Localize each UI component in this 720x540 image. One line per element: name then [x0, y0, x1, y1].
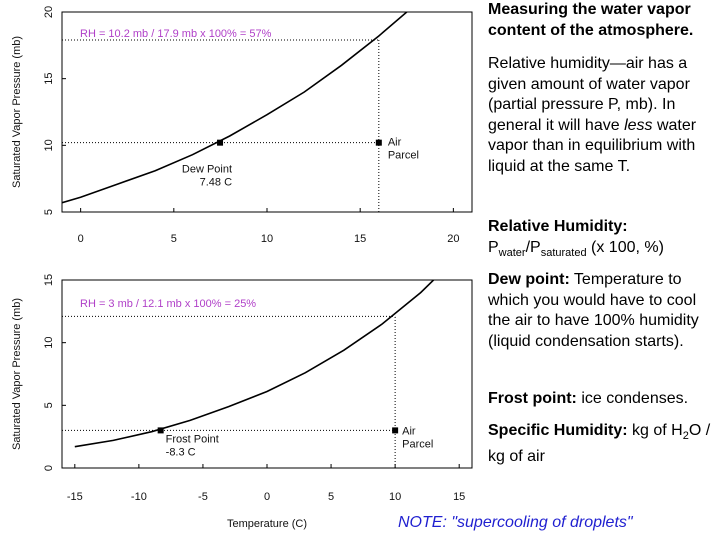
rh-slash: /P: [525, 238, 541, 256]
bottom-chart-svg: 0 5 10 15 -15 -10 -5 0 5 10 15 Saturated Vapor Pres…: [11, 274, 473, 530]
top-xtick-label-2: 10: [261, 233, 273, 245]
bottom-marker-0: [157, 427, 164, 434]
intro-before: Relative humidity—air has a given amount…: [488, 55, 690, 134]
bottom-xtick-label-6: 15: [453, 491, 465, 503]
bottom-marker-0-label-1: -8.3 C: [166, 446, 196, 458]
top-marker-1-label-1: Parcel: [388, 150, 419, 162]
frost-point-definition: Frost point: ice condenses.: [488, 389, 720, 410]
top-ytick-label-2: 15: [43, 73, 55, 85]
specific-text: kg of H: [627, 422, 683, 439]
rh-term: Relative Humidity:: [488, 218, 628, 235]
top-chart: 5 10 15 20 0 5 10 15 20 Saturated Vapor Pressure …: [0, 0, 480, 260]
bottom-ytick-label-1: 5: [43, 402, 55, 408]
top-marker-0: [217, 139, 224, 146]
dew-text: Temperature to which you would have to c…: [488, 271, 699, 350]
top-curve-0: [62, 12, 409, 204]
bottom-marker-0-label-0: Frost Point: [166, 433, 219, 445]
top-ytick-label-0: 5: [43, 209, 55, 215]
supercooling-note: NOTE: "supercooling of droplets": [398, 514, 633, 531]
bottom-marker-1-label-1: Parcel: [402, 438, 433, 450]
bottom-y-axis-label: Saturated Vapor Pressure (mb): [11, 298, 23, 450]
bottom-xtick-label-3: 0: [264, 491, 270, 503]
bottom-xtick-label-0: -15: [67, 491, 83, 503]
relative-humidity-intro: Relative humidity—air has a given amount…: [488, 54, 720, 177]
rh-sub-saturated: saturated: [540, 246, 587, 259]
rh-sub-water: water: [498, 246, 526, 259]
bottom-marker-1-label-0: Air: [402, 425, 416, 437]
specific-sub: 2: [682, 430, 689, 443]
top-y-axis-label: Saturated Vapor Pressure (mb): [11, 36, 23, 188]
rh-tail: (x 100, %): [586, 238, 664, 256]
bottom-rh-annotation: RH = 3 mb / 12.1 mb x 100% = 25%: [80, 298, 256, 310]
top-ytick-label-3: 20: [43, 6, 55, 18]
top-xtick-label-1: 5: [171, 233, 177, 245]
bottom-marker-1: [392, 427, 399, 434]
relative-humidity-definition: Relative Humidity: Pwater/Psaturated (x 1…: [488, 217, 720, 263]
bottom-chart: 0 5 10 15 -15 -10 -5 0 5 10 15 Saturated Vapor Pres…: [0, 268, 480, 540]
intro-after: water vapor than in equilibrium with liq…: [488, 116, 697, 175]
bottom-ytick-label-0: 0: [43, 465, 55, 471]
bottom-ytick-label-3: 15: [43, 274, 55, 286]
bottom-x-axis-label: Temperature (C): [227, 518, 307, 530]
top-ytick-label-1: 10: [43, 139, 55, 151]
frost-text: ice condenses.: [576, 390, 689, 407]
bottom-xtick-label-1: -10: [131, 491, 147, 503]
bottom-curve-0: [74, 280, 435, 448]
bottom-xtick-label-5: 10: [389, 491, 401, 503]
top-xtick-label-4: 20: [447, 233, 459, 245]
top-chart-svg: 5 10 15 20 0 5 10 15 20 Saturated Vapor Pressure …: [11, 6, 473, 245]
rh-p1: P: [488, 238, 499, 256]
specific-term: Specific Humidity:: [488, 422, 628, 439]
top-rh-annotation: RH = 10.2 mb / 17.9 mb x 100% = 57%: [80, 28, 272, 40]
bottom-xtick-label-4: 5: [328, 491, 334, 503]
dew-point-definition: Dew point: Temperature to which you woul…: [488, 270, 720, 352]
top-marker-0-label-0: Dew Point: [182, 164, 232, 176]
top-xtick-label-0: 0: [78, 233, 84, 245]
intro-emphasis: less: [624, 116, 653, 134]
specific-humidity-definition: Specific Humidity: kg of H2O / kg of air: [488, 421, 720, 467]
top-marker-1: [375, 139, 382, 146]
top-marker-1-label-0: Air: [388, 137, 402, 149]
panel-headline: Measuring the water vapor content of the…: [488, 1, 694, 39]
top-xtick-label-3: 15: [354, 233, 366, 245]
bottom-ytick-label-2: 10: [43, 337, 55, 349]
frost-term: Frost point:: [488, 390, 577, 407]
top-marker-0-label-1: 7.48 C: [200, 177, 232, 189]
dew-term: Dew point:: [488, 271, 570, 288]
specific-text2: O / kg of air: [488, 422, 711, 465]
bottom-xtick-label-2: -5: [198, 491, 208, 503]
